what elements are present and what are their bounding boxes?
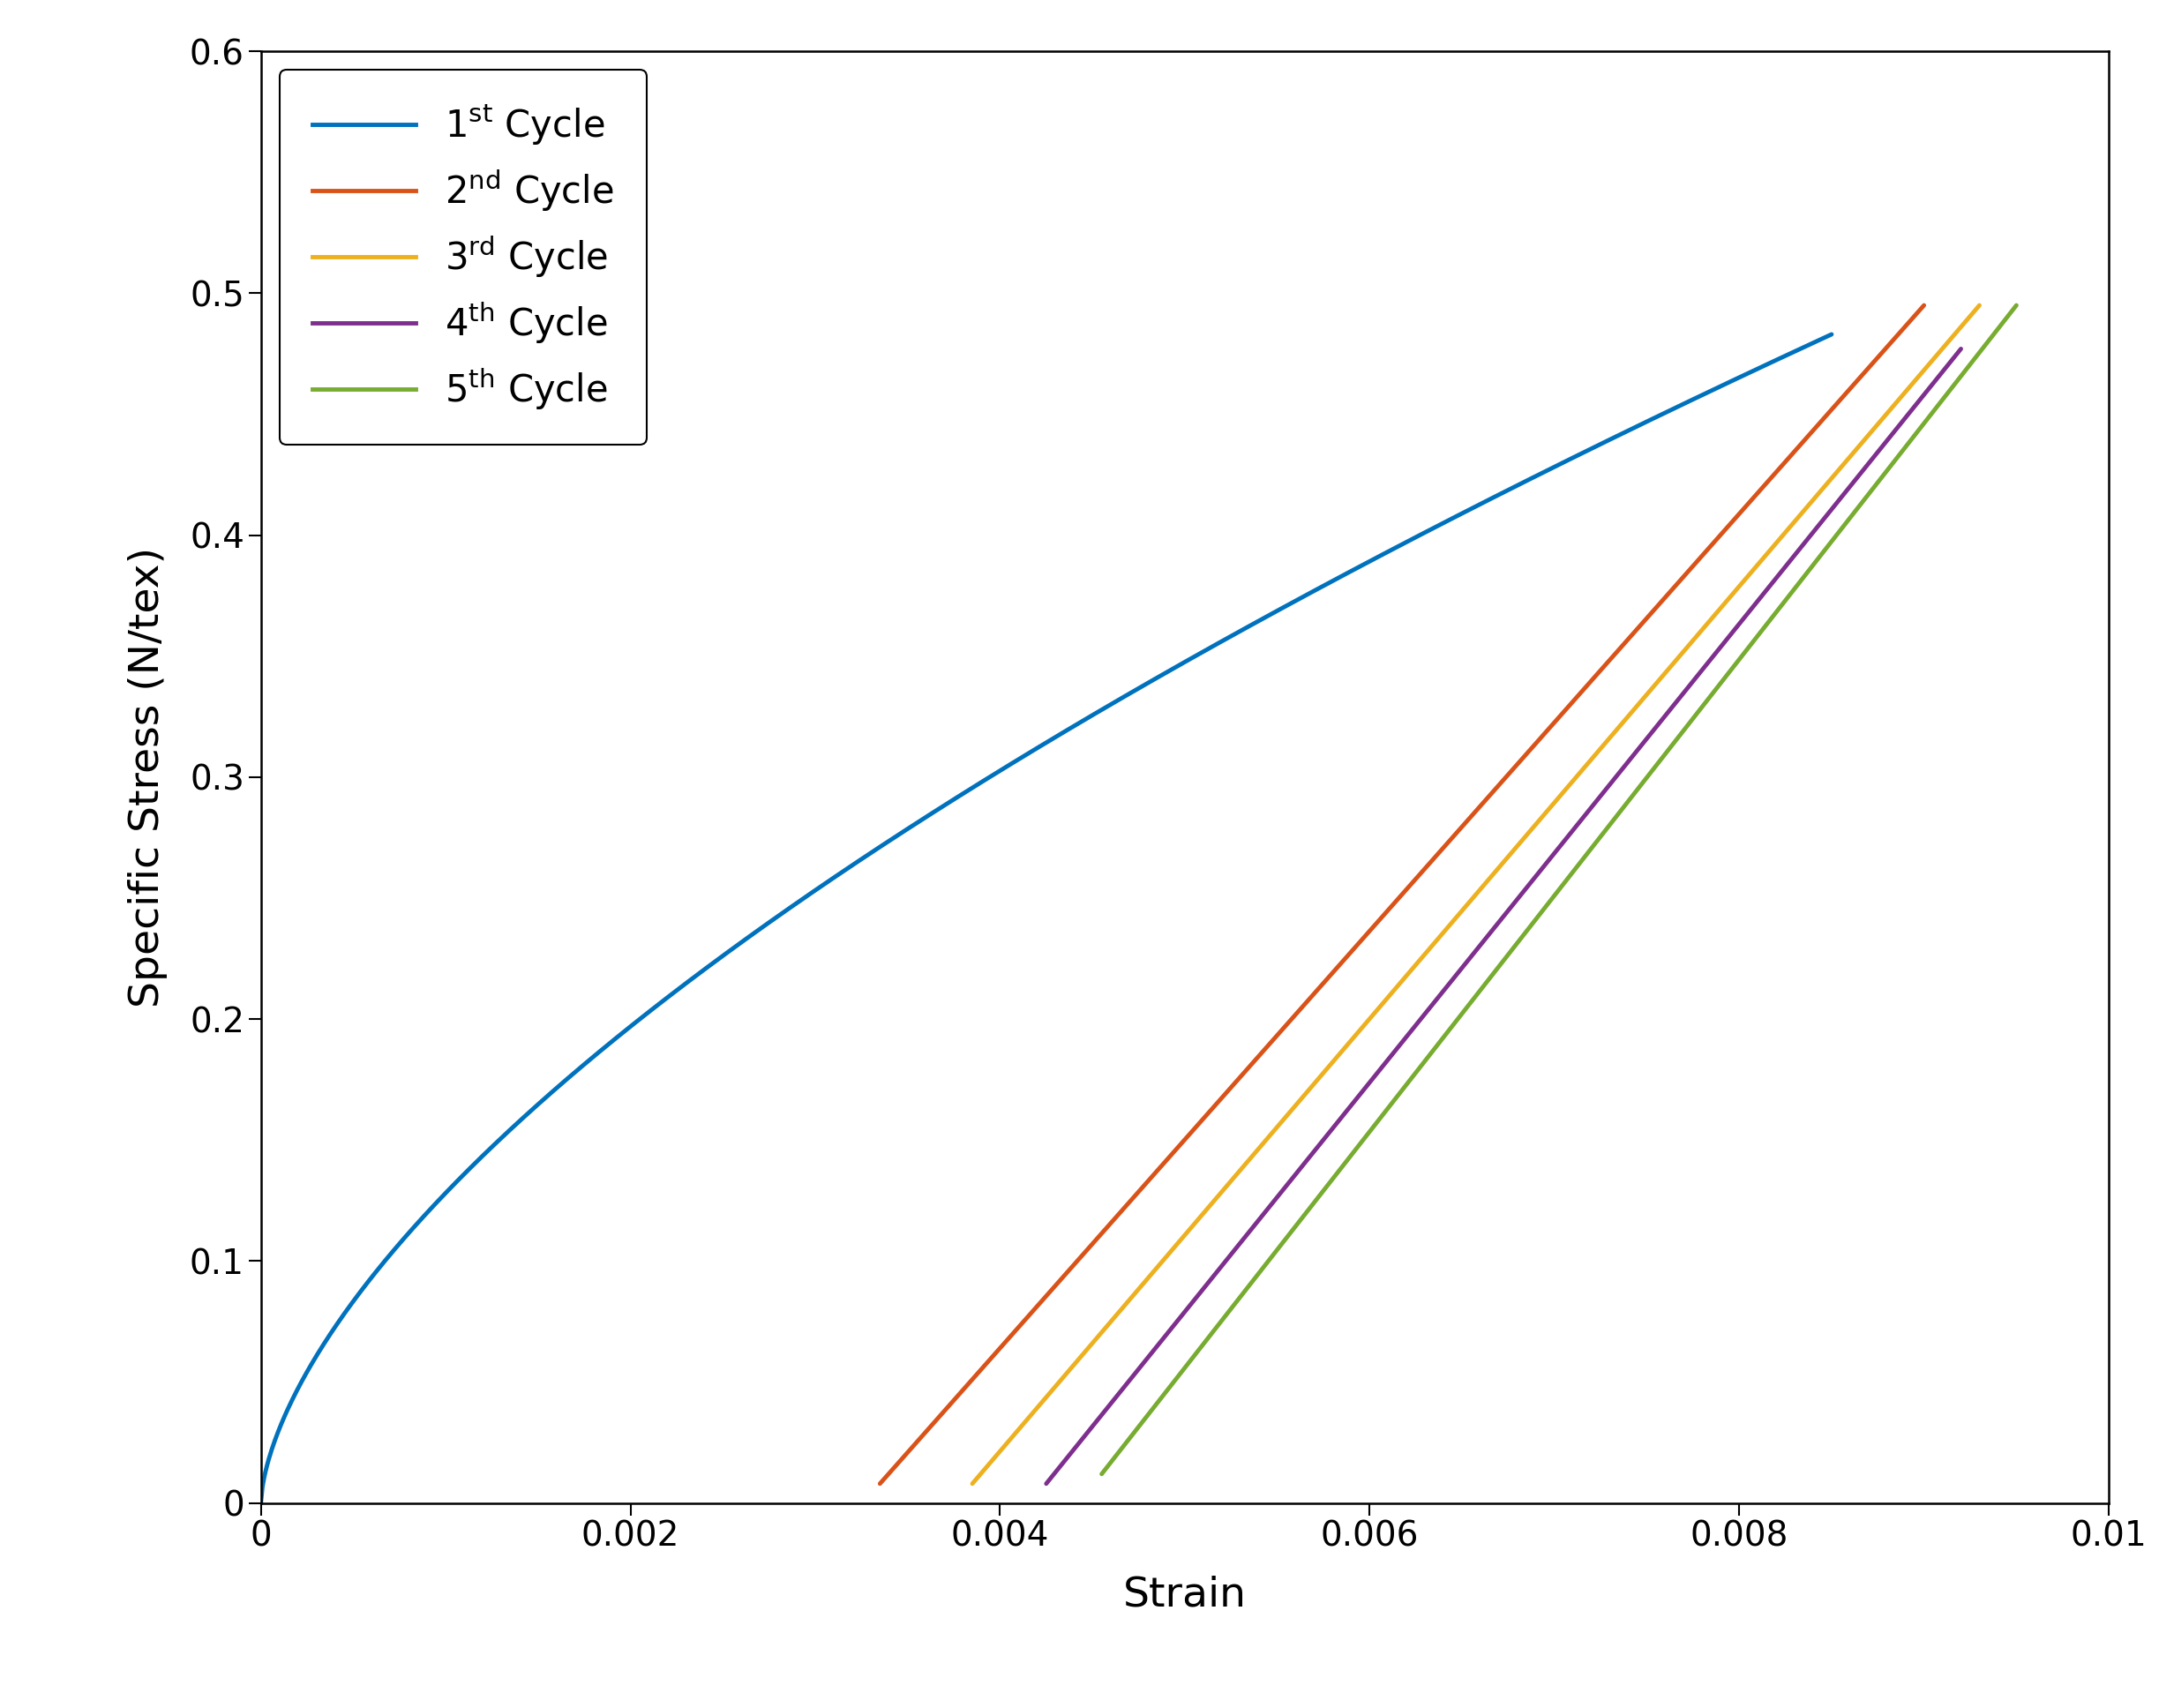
Y-axis label: Specific Stress (N/tex): Specific Stress (N/tex) — [128, 547, 167, 1008]
X-axis label: Strain: Strain — [1124, 1575, 1246, 1614]
Legend: $1^{\rm st}$ Cycle, $2^{\rm nd}$ Cycle, $3^{\rm rd}$ Cycle, $4^{\rm th}$ Cycle, : $1^{\rm st}$ Cycle, $2^{\rm nd}$ Cycle, … — [278, 70, 648, 446]
